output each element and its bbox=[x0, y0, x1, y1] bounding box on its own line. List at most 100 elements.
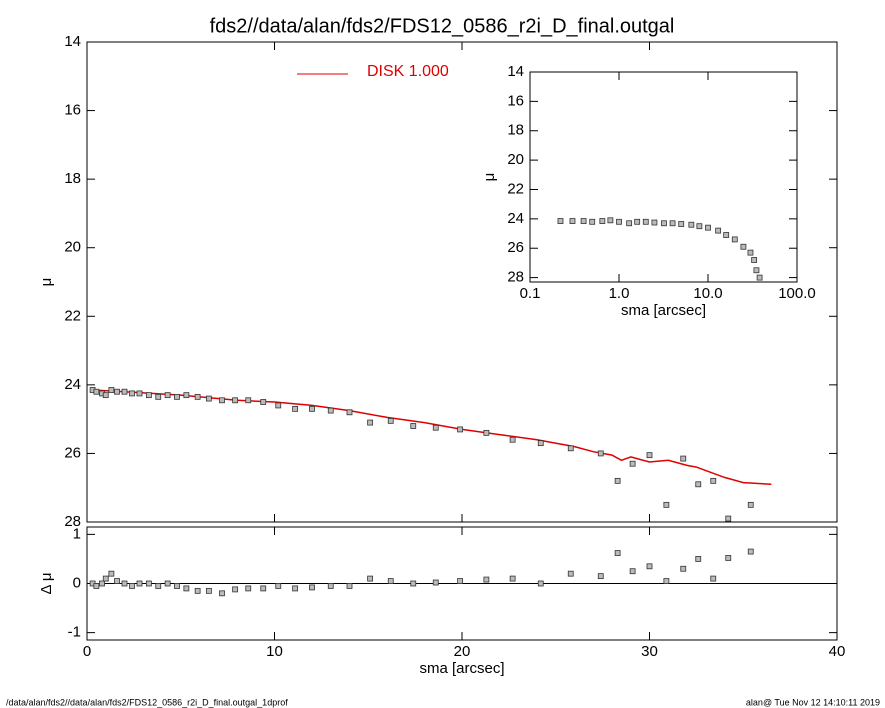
data-point bbox=[114, 578, 120, 584]
y-axis-label: μ bbox=[481, 173, 498, 182]
data-point bbox=[747, 501, 754, 508]
data-point bbox=[642, 218, 649, 225]
x-tick-label: 0.1 bbox=[520, 285, 541, 302]
y-tick-label: 16 bbox=[64, 102, 81, 119]
y-tick-label: 18 bbox=[507, 122, 524, 139]
data-point bbox=[327, 407, 334, 414]
y-tick-label: 28 bbox=[64, 513, 81, 530]
y-tick-label: 28 bbox=[507, 269, 524, 286]
x-axis-label: sma [arcsec] bbox=[621, 302, 706, 319]
data-point bbox=[629, 568, 636, 575]
data-point bbox=[327, 583, 334, 589]
data-point bbox=[129, 390, 135, 397]
data-point bbox=[155, 583, 162, 589]
data-point bbox=[723, 232, 730, 238]
data-point bbox=[509, 436, 516, 443]
data-point bbox=[346, 583, 353, 589]
footer-left: /data/alan/fds2//data/alan/fds2/FDS12_05… bbox=[6, 697, 288, 707]
data-point bbox=[580, 218, 587, 224]
data-point bbox=[164, 392, 171, 399]
y-tick-label: -1 bbox=[68, 624, 81, 641]
data-point bbox=[661, 220, 667, 227]
data-point bbox=[194, 393, 201, 400]
data-point bbox=[99, 580, 105, 587]
data-point bbox=[695, 556, 702, 562]
data-point bbox=[599, 218, 606, 224]
data-point bbox=[616, 218, 622, 225]
plot-frame bbox=[529, 71, 798, 283]
data-point bbox=[705, 224, 711, 231]
x-tick-label: 100.0 bbox=[778, 285, 816, 302]
chart-title: fds2//data/alan/fds2/FDS12_0586_r2i_D_fi… bbox=[210, 15, 675, 37]
data-point bbox=[751, 257, 758, 263]
data-point bbox=[651, 219, 658, 226]
data-point bbox=[387, 417, 394, 424]
data-point bbox=[756, 274, 763, 281]
data-point bbox=[245, 397, 252, 404]
data-point bbox=[680, 455, 687, 462]
y-tick-label: 26 bbox=[507, 239, 524, 256]
data-point bbox=[483, 429, 490, 436]
data-point bbox=[292, 585, 299, 592]
data-point bbox=[457, 578, 464, 584]
data-point bbox=[292, 405, 299, 412]
data-point bbox=[367, 575, 374, 582]
data-point bbox=[219, 397, 225, 404]
data-point bbox=[607, 217, 614, 224]
data-point bbox=[410, 580, 417, 587]
y-tick-label: 26 bbox=[64, 444, 81, 461]
data-point bbox=[589, 218, 596, 225]
data-point bbox=[245, 585, 252, 592]
data-point bbox=[309, 584, 315, 591]
x-tick-label: 20 bbox=[454, 643, 471, 660]
data-point bbox=[155, 393, 162, 400]
data-point bbox=[387, 578, 394, 584]
data-point bbox=[232, 397, 239, 404]
data-point bbox=[108, 387, 115, 393]
data-point bbox=[164, 580, 171, 587]
data-point bbox=[680, 565, 687, 572]
data-point bbox=[194, 587, 201, 594]
y-tick-label: 1 bbox=[73, 525, 81, 542]
data-point bbox=[219, 590, 225, 597]
data-point bbox=[174, 583, 180, 589]
y-tick-label: 16 bbox=[507, 92, 524, 109]
y-tick-label: 24 bbox=[507, 210, 524, 227]
data-point bbox=[260, 399, 267, 405]
data-point bbox=[410, 423, 417, 429]
x-tick-label: 0 bbox=[83, 643, 91, 660]
data-point bbox=[567, 445, 574, 452]
data-point bbox=[205, 587, 212, 594]
data-point bbox=[678, 221, 685, 227]
data-point bbox=[725, 555, 732, 561]
data-point bbox=[114, 388, 120, 395]
data-point bbox=[483, 576, 490, 583]
data-point bbox=[309, 405, 315, 412]
data-point bbox=[136, 390, 143, 397]
data-point bbox=[597, 573, 604, 580]
footer-right: alan@ Tue Nov 12 14:10:11 2019 bbox=[746, 697, 880, 707]
data-point bbox=[663, 578, 670, 584]
legend-label: DISK 1.000 bbox=[367, 63, 449, 80]
data-point bbox=[275, 583, 282, 589]
data-point bbox=[183, 392, 190, 399]
x-tick-label: 10 bbox=[266, 643, 283, 660]
y-tick-label: 22 bbox=[64, 307, 81, 324]
data-point bbox=[629, 460, 636, 467]
y-tick-label: 0 bbox=[73, 574, 81, 591]
model-line bbox=[92, 389, 772, 486]
data-point bbox=[747, 249, 754, 256]
data-point bbox=[567, 570, 574, 577]
data-point bbox=[93, 388, 100, 395]
data-point bbox=[136, 580, 143, 587]
data-point bbox=[367, 419, 374, 426]
y-tick-label: 24 bbox=[64, 376, 81, 393]
data-point bbox=[715, 227, 722, 234]
x-tick-label: 40 bbox=[829, 643, 846, 660]
x-axis-label: sma [arcsec] bbox=[419, 660, 504, 677]
x-tick-label: 1.0 bbox=[609, 285, 630, 302]
inset-background bbox=[530, 72, 797, 282]
data-point bbox=[626, 220, 633, 227]
data-point bbox=[537, 580, 544, 587]
data-point bbox=[102, 392, 109, 399]
